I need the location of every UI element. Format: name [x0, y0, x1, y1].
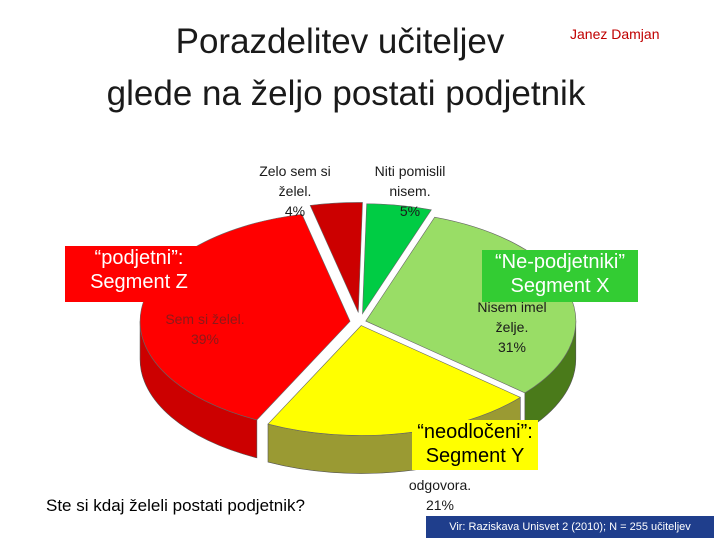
segment-x-line1: “Ne-podjetniki” — [494, 251, 626, 273]
author-name: Janez Damjan — [570, 26, 660, 42]
segment-y-label: “neodločeni”: Segment Y — [412, 420, 538, 470]
survey-question: Ste si kdaj želeli postati podjetnik? — [46, 496, 305, 515]
pie-slice-0 — [362, 203, 432, 315]
segment-y-line2: Segment Y — [425, 445, 525, 467]
pie-slice-2 — [267, 325, 521, 436]
segment-x-label: “Ne-podjetniki” Segment X — [482, 250, 638, 302]
segment-z-line1: “podjetni”: — [94, 247, 184, 269]
segment-x-line2: Segment X — [510, 275, 610, 297]
slice-label-3: Sem si želel. 39% — [165, 311, 244, 347]
chart-title-line2: glede na željo postati podjetnik — [106, 74, 586, 113]
slice-label-1: Nisem imel želje. 31% — [477, 299, 546, 355]
chart-title-line1: Porazdelitev učiteljev — [175, 22, 505, 61]
pie-slice-4 — [309, 202, 363, 313]
segment-z-line2: Segment Z — [90, 271, 188, 293]
segment-z-label: “podjetni”: Segment Z — [65, 246, 213, 302]
slice-label-0: Niti pomislil nisem. 5% — [375, 163, 446, 219]
segment-y-line1: “neodločeni”: — [417, 421, 533, 443]
source-note: Vir: Raziskava Unisvet 2 (2010); N = 255… — [426, 516, 714, 538]
slice-label-4: Zelo sem si želel. 4% — [259, 163, 331, 219]
